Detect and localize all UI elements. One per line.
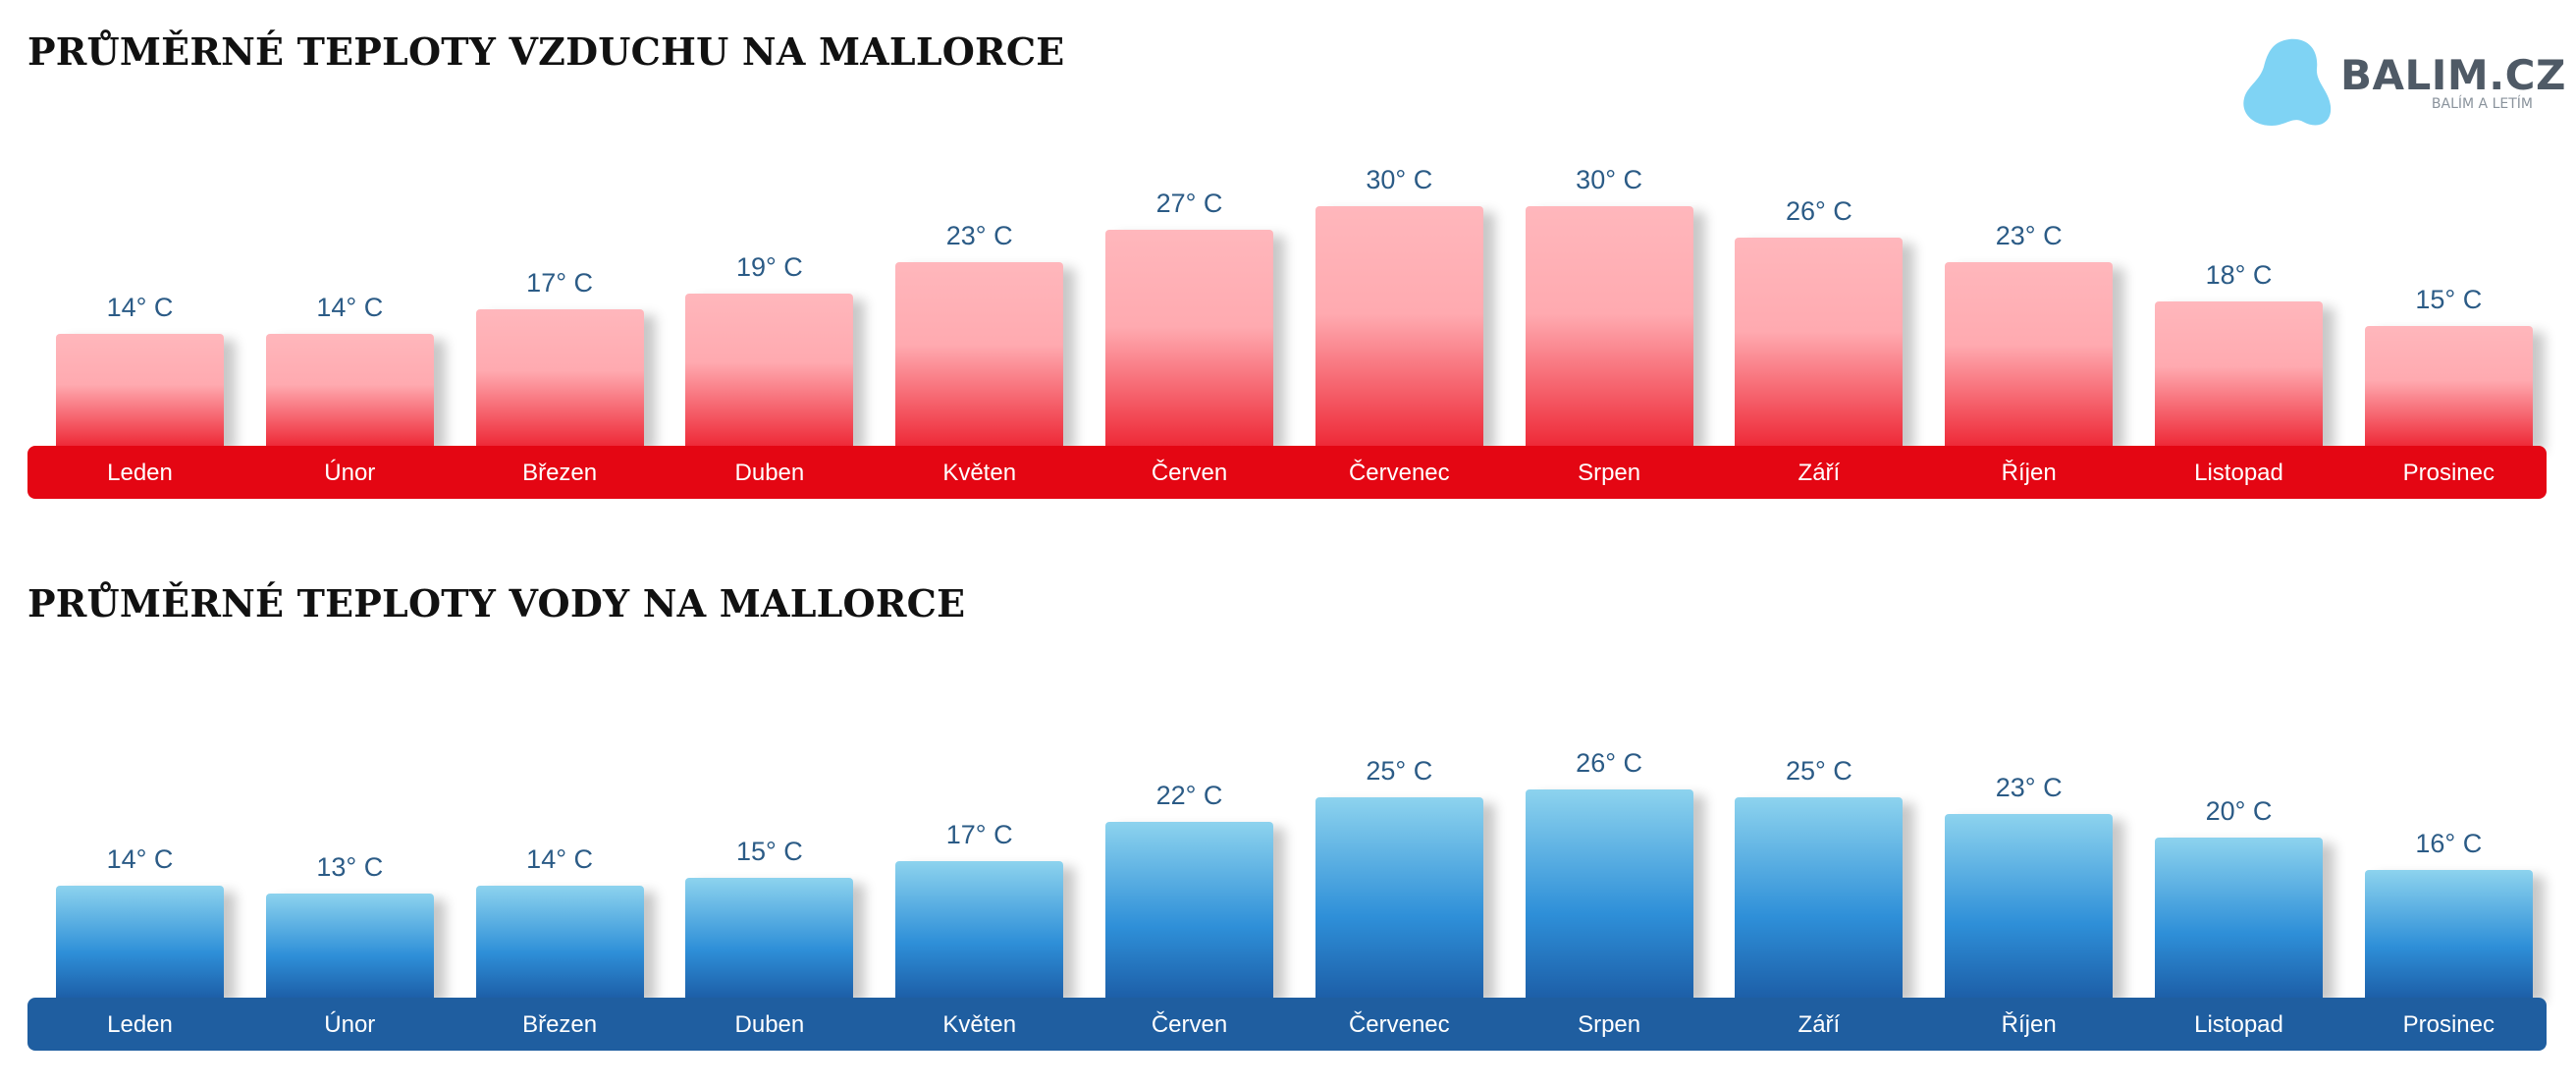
bar-říjen [1945,261,2114,446]
bar-červen [1105,821,1273,998]
bar-prosinec [2364,325,2533,446]
value-label: 19° C [735,252,803,283]
bar-prosinec [2364,869,2533,998]
bar-listopad [2155,838,2323,998]
month-label: Březen [522,1011,598,1038]
value-label: 22° C [1155,780,1223,810]
bar-březen [475,309,644,446]
month-label: Říjen [2001,460,2057,486]
value-label: 14° C [106,843,174,874]
month-label: Duben [734,1011,805,1038]
month-label: Leden [107,1011,173,1038]
bar-leden [56,333,224,446]
air-temperature-chart: 14° C Leden 14° C Únor 17° C Březen 19° C Duben… [0,0,2576,511]
value-label: 30° C [1576,164,1643,194]
bar-září [1735,797,1904,998]
bar-srpen [1525,205,1693,446]
logo-blob-shape [2243,38,2332,126]
bar-únor [265,333,434,446]
value-label: 14° C [526,843,594,874]
value-label: 13° C [316,852,384,883]
value-label: 25° C [1785,756,1852,787]
value-label: 15° C [735,836,803,866]
bar-září [1735,238,1904,446]
bar-květen [895,261,1064,446]
bar-listopad [2155,301,2323,446]
logo-tagline: BALÍM A LETÍM [2431,96,2533,112]
month-label: Květen [942,460,1017,486]
balim-logo[interactable]: BALIM.CZ BALÍM A LETÍM [2238,35,2565,134]
bar-březen [475,885,644,998]
value-label: 26° C [1785,196,1852,227]
value-label: 15° C [2415,284,2483,314]
value-label: 27° C [1155,188,1223,218]
month-label: Září [1798,1011,1841,1038]
water-temperature-chart: 14° C Leden 13° C Únor 14° C Březen 15° C Duben… [0,552,2576,1062]
bar-únor [265,894,434,998]
bar-leden [56,885,224,998]
value-label: 17° C [945,820,1013,850]
month-label: Prosinec [2402,1011,2495,1038]
value-label: 25° C [1366,756,1433,787]
bar-květen [895,861,1064,998]
month-label: Září [1798,460,1841,486]
water-temperature-chart-title: PRŮMĚRNÉ TEPLOTY VODY NA MALLORCE [27,581,966,625]
logo-name: BALIM.CZ [2340,51,2566,99]
value-label: 23° C [945,220,1013,250]
month-label: Srpen [1578,460,1641,486]
value-label: 26° C [1576,748,1643,779]
value-label: 23° C [1995,772,2063,802]
value-label: 20° C [2205,796,2273,826]
month-label: Květen [942,1011,1017,1038]
bar-červenec [1315,205,1483,446]
month-label: Červen [1151,460,1228,486]
water-drop-blob-icon [2243,38,2332,126]
month-label: Srpen [1578,1011,1641,1038]
value-label: 14° C [316,292,384,322]
bar-červen [1105,229,1273,446]
value-label: 23° C [1995,220,2063,250]
month-label: Listopad [2194,460,2283,486]
bar-červenec [1315,797,1483,998]
bar-duben [685,877,854,998]
month-label: Únor [324,1011,376,1038]
month-label: Duben [734,460,805,486]
bar-říjen [1945,813,2114,998]
month-label: Prosinec [2402,460,2495,486]
air-temperature-chart-title: PRŮMĚRNÉ TEPLOTY VZDUCHU NA MALLORCE [27,29,1065,74]
month-label: Červenec [1348,460,1450,486]
month-label: Březen [522,460,598,486]
month-label: Únor [324,460,376,486]
month-label: Leden [107,460,173,486]
bar-srpen [1525,789,1693,998]
month-label: Červen [1151,1011,1228,1038]
month-axis-band [27,446,2547,499]
value-label: 17° C [526,268,594,299]
month-label: Listopad [2194,1011,2283,1038]
month-label: Říjen [2001,1011,2057,1038]
value-label: 30° C [1366,164,1433,194]
bar-duben [685,294,854,446]
value-label: 16° C [2415,828,2483,858]
value-label: 18° C [2205,260,2273,291]
month-label: Červenec [1348,1011,1450,1038]
value-label: 14° C [106,292,174,322]
month-axis-band [27,998,2547,1051]
